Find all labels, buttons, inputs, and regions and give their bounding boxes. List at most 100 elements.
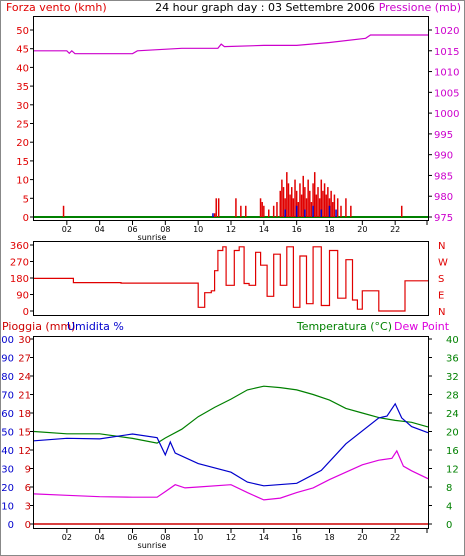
x-tick-label: 22 bbox=[390, 533, 400, 542]
y-tick-label: 50 bbox=[16, 26, 29, 37]
pressure-axis-title: Pressione (mb) bbox=[379, 1, 461, 14]
y-tick-label: 36 bbox=[446, 354, 459, 365]
y-tick-label: 0 bbox=[23, 307, 29, 318]
y-tick-label: 27 bbox=[18, 354, 31, 365]
y-tick-label: 6 bbox=[25, 483, 31, 494]
x-tick-label: 10 bbox=[193, 533, 203, 542]
sunrise-label: sunrise bbox=[138, 233, 167, 242]
y-tick-label: 40 bbox=[446, 335, 459, 346]
wind-x-axis: 02 04 06 08 10 12 14 16 18 20 22 bbox=[62, 221, 428, 234]
x-tick-label: 10 bbox=[193, 225, 203, 234]
y-tick-label: 21 bbox=[18, 391, 31, 402]
x-tick-label: 16 bbox=[292, 225, 302, 234]
y-tick-label: 10 bbox=[16, 176, 29, 187]
y-tick-label: 20 bbox=[1, 483, 14, 494]
wind-panel-frame bbox=[33, 16, 429, 221]
x-tick-label: 06 bbox=[127, 225, 137, 234]
y-tick-label: 45 bbox=[16, 45, 29, 56]
y-tick-label: 32 bbox=[446, 372, 459, 383]
y-tick-label: 40 bbox=[16, 63, 29, 74]
y-tick-label: 990 bbox=[434, 151, 453, 162]
x-tick-label: 20 bbox=[357, 225, 367, 234]
y-tick-label: 5 bbox=[23, 194, 29, 205]
y-tick-label: 25 bbox=[16, 120, 29, 131]
y-tick-label: 30 bbox=[1, 465, 14, 476]
y-tick-label: 1010 bbox=[434, 68, 459, 79]
compass-label: E bbox=[438, 291, 444, 302]
y-tick-label: 3 bbox=[25, 502, 31, 513]
y-tick-label: 20 bbox=[16, 138, 29, 149]
y-tick-label: 12 bbox=[446, 465, 459, 476]
temperature-y-axis: 0 4 8 12 16 20 24 28 32 36 40 bbox=[428, 335, 459, 531]
x-tick-label: 18 bbox=[324, 225, 334, 234]
y-tick-label: 1020 bbox=[434, 26, 459, 37]
y-tick-label: 100 bbox=[0, 335, 14, 346]
y-tick-label: 995 bbox=[434, 130, 453, 141]
wind-axis-title: Forza vento (kmh) bbox=[6, 1, 107, 14]
y-tick-label: 4 bbox=[446, 502, 452, 513]
pressure-line bbox=[34, 34, 428, 55]
y-tick-label: 90 bbox=[16, 291, 29, 302]
dew-point-axis-title: Dew Point bbox=[394, 320, 450, 333]
compass-label: N bbox=[438, 241, 445, 252]
y-tick-label: 0 bbox=[446, 520, 452, 531]
y-tick-label: 50 bbox=[1, 428, 14, 439]
y-tick-label: 180 bbox=[10, 274, 29, 285]
x-tick-label: 14 bbox=[259, 533, 269, 542]
x-tick-label: 04 bbox=[95, 533, 105, 542]
wind-bars bbox=[34, 172, 428, 218]
compass-label: S bbox=[438, 274, 444, 285]
y-tick-label: 15 bbox=[16, 157, 29, 168]
rain-axis-title: Pioggia (mm) bbox=[2, 320, 75, 333]
y-tick-label: 0 bbox=[23, 213, 29, 224]
x-tick-label: 12 bbox=[226, 225, 236, 234]
sunset-label: sunrise bbox=[138, 541, 167, 550]
temp-x-axis: 02 04 06 08 10 12 14 16 18 20 22 bbox=[62, 529, 428, 542]
y-tick-label: 80 bbox=[1, 372, 14, 383]
y-tick-label: 985 bbox=[434, 171, 453, 182]
y-tick-label: 15 bbox=[18, 428, 31, 439]
x-tick-label: 02 bbox=[62, 225, 72, 234]
rain-humidity-temperature-panel: 0102030405060708090100 03691215182124273… bbox=[0, 335, 459, 550]
y-tick-label: 18 bbox=[18, 409, 31, 420]
humidity-series-line bbox=[33, 402, 429, 487]
x-tick-label: 16 bbox=[292, 533, 302, 542]
pressure-y-axis: 975 980 985 990 995 1000 1005 1010 1015 1020 bbox=[428, 26, 459, 224]
y-tick-label: 980 bbox=[434, 192, 453, 203]
y-tick-label: 975 bbox=[434, 213, 453, 224]
y-tick-label: 35 bbox=[16, 82, 29, 93]
y-tick-label: 1000 bbox=[434, 109, 459, 120]
y-tick-label: 28 bbox=[446, 391, 459, 402]
temperature-lines bbox=[33, 385, 429, 525]
dew-point-series-line bbox=[33, 449, 429, 501]
x-tick-label: 22 bbox=[390, 225, 400, 234]
y-tick-label: 0 bbox=[25, 520, 31, 531]
y-tick-label: 1005 bbox=[434, 88, 459, 99]
compass-label: N bbox=[438, 307, 445, 318]
x-tick-label: 02 bbox=[62, 533, 72, 542]
x-tick-label: 04 bbox=[95, 225, 105, 234]
temperature-series-line bbox=[33, 385, 429, 444]
y-tick-label: 8 bbox=[446, 483, 452, 494]
y-tick-label: 10 bbox=[1, 502, 14, 513]
pressure-series-line bbox=[34, 34, 428, 55]
x-tick-label: 20 bbox=[357, 533, 367, 542]
y-tick-label: 24 bbox=[18, 372, 31, 383]
humidity-axis-title: Umidita % bbox=[67, 320, 124, 333]
temp-panel-frame bbox=[33, 336, 429, 529]
y-tick-label: 12 bbox=[18, 446, 31, 457]
direction-y-axis: 0 90 180 270 360 bbox=[10, 241, 34, 318]
y-tick-label: 1015 bbox=[434, 47, 459, 58]
x-tick-label: 08 bbox=[160, 533, 170, 542]
temperature-axis-title: Temperatura (°C) bbox=[296, 320, 392, 333]
y-tick-label: 70 bbox=[1, 391, 14, 402]
y-tick-label: 40 bbox=[1, 446, 14, 457]
y-tick-label: 90 bbox=[1, 354, 14, 365]
humidity-y-axis: 0 3 6 9 12 15 18 21 24 27 30 bbox=[18, 335, 34, 531]
y-tick-label: 60 bbox=[1, 409, 14, 420]
direction-line bbox=[34, 246, 428, 312]
